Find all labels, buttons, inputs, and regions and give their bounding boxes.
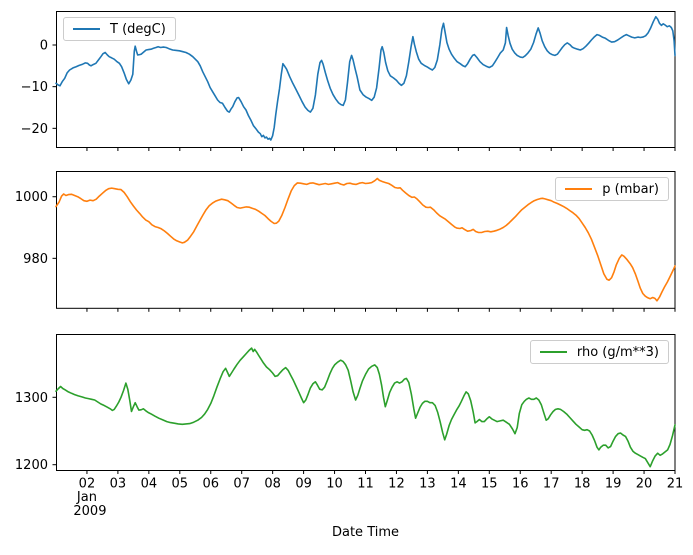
x-tick-label: 16 [512,477,529,492]
subplot-temperature: 0 −10 −20 [21,11,676,151]
x-tick-label: 04 [141,477,158,492]
x-offset-month: Jan [76,490,97,505]
x-tick-label: 08 [264,477,281,492]
legend-line-sample-temperature [73,28,100,30]
x-tick-label: 12 [388,477,405,492]
legend-pressure: p (mbar) [555,177,669,201]
y-tick-label: −10 [21,80,48,95]
x-tick-label: 21 [667,477,684,492]
x-tick-label: 10 [326,477,343,492]
x-tick-label: 06 [202,477,219,492]
x-tick-label: 15 [481,477,498,492]
y-tick-label: 1200 [15,458,48,473]
x-tick-label: 02 [79,477,96,492]
x-tick-label: 05 [172,477,189,492]
legend-density: rho (g/m**3) [529,340,669,364]
x-tick-label: 14 [450,477,467,492]
legend-line-sample-density [539,351,567,353]
legend-label-pressure: p (mbar) [602,181,659,197]
legend-line-sample-pressure [565,188,593,190]
x-tick-label: 17 [543,477,560,492]
x-tick-label: 20 [636,477,653,492]
y-tick-label: 980 [23,252,48,267]
x-tick-label: 03 [110,477,127,492]
series-line-pressure [55,177,676,302]
x-tick-label: 09 [295,477,312,492]
series-line-density [55,347,676,468]
y-tick-label: −20 [21,122,48,137]
x-offset-year: 2009 [73,504,107,519]
legend-temperature: T (degC) [63,17,176,41]
y-tick-label: 1000 [15,190,48,205]
x-tick-label: 11 [357,477,374,492]
axes-spines [56,171,676,309]
x-tick-label: 18 [574,477,591,492]
series-line-temperature [55,15,676,141]
y-tick-label: 1300 [15,391,48,406]
x-tick-label: 19 [605,477,622,492]
x-axis-label: Date Time [331,525,400,540]
x-tick-label: 07 [233,477,250,492]
subplot-density: 02 03 04 05 06 07 08 09 10 11 12 13 14 15 16 17 18 19 20 21… [15,334,683,492]
y-tick-label: 0 [40,39,48,54]
legend-label-temperature: T (degC) [110,21,166,37]
legend-label-density: rho (g/m**3) [576,344,659,360]
subplot-pressure: 1000 980 [15,171,676,312]
x-tick-label: 13 [419,477,436,492]
